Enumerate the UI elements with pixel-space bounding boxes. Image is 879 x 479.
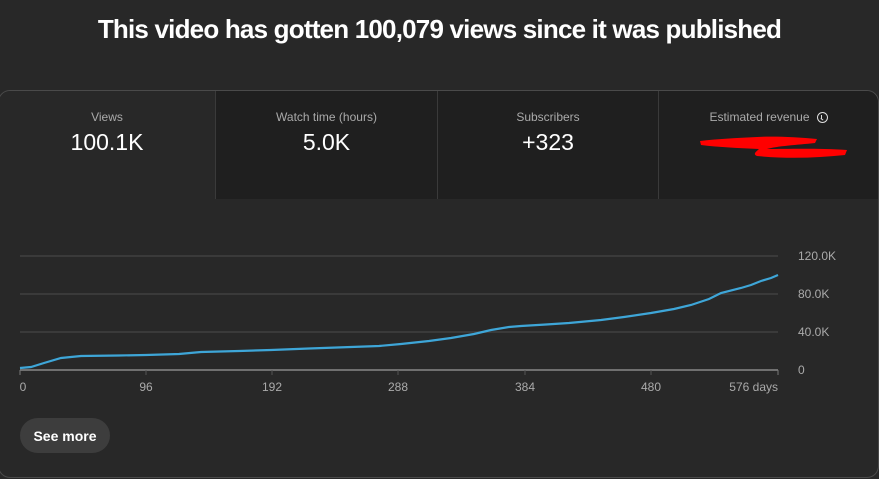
metric-value: +323: [522, 129, 574, 155]
x-tick: 288: [388, 380, 408, 394]
x-axis-labels: 0 96 192 288 384 480 576 days: [20, 380, 778, 394]
y-tick: 0: [798, 363, 805, 377]
x-tick: 384: [515, 380, 535, 394]
metric-tab-estimated-revenue[interactable]: Estimated revenue: [658, 91, 878, 199]
metric-value: 100.1K: [70, 129, 144, 155]
metric-tab-views[interactable]: Views 100.1K: [0, 91, 215, 199]
views-line: [19, 273, 779, 370]
clock-icon[interactable]: [816, 112, 828, 123]
y-tick: 40.0K: [798, 325, 829, 339]
metric-label: Estimated revenue: [659, 110, 878, 124]
analytics-card: Views 100.1K Watch time (hours) 5.0K Sub…: [0, 90, 879, 478]
x-tick: 576 days: [729, 380, 778, 394]
metric-label: Watch time (hours): [276, 110, 377, 124]
redaction-scribble: [700, 136, 847, 158]
y-tick: 120.0K: [798, 249, 836, 263]
metric-value: 5.0K: [302, 129, 351, 155]
see-more-button[interactable]: See more: [20, 418, 110, 453]
x-tick: 0: [20, 380, 27, 394]
y-axis-labels: 120.0K 80.0K 40.0K 0: [798, 249, 836, 377]
metric-tabs: Views 100.1K Watch time (hours) 5.0K Sub…: [0, 91, 878, 199]
metric-tab-subscribers[interactable]: Subscribers +323: [437, 91, 658, 199]
x-tick: 480: [641, 380, 661, 394]
y-tick: 80.0K: [798, 287, 829, 301]
x-tick: 192: [262, 380, 282, 394]
metric-label: Subscribers: [516, 110, 580, 124]
page-headline: This video has gotten 100,079 views sinc…: [97, 14, 782, 44]
gridlines: [19, 255, 779, 375]
x-tick: 96: [139, 380, 153, 394]
views-line-chart: 120.0K 80.0K 40.0K 0 0 96 192 288 384 48…: [19, 249, 836, 394]
metric-label: Views: [91, 110, 123, 124]
metric-tab-watch-time[interactable]: Watch time (hours) 5.0K: [215, 91, 437, 199]
metric-label-text: Estimated revenue: [709, 110, 810, 124]
